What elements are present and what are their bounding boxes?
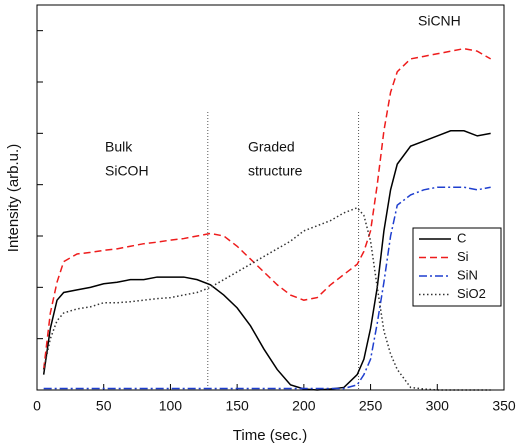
annotation: SiCOH bbox=[105, 163, 149, 179]
x-tick-label: 300 bbox=[426, 398, 450, 414]
annotation: SiCNH bbox=[418, 13, 461, 29]
legend-box bbox=[412, 227, 502, 307]
annotation: Graded bbox=[248, 139, 295, 155]
x-tick-label: 50 bbox=[96, 398, 112, 414]
series-line bbox=[43, 186, 491, 390]
legend-label: SiN bbox=[457, 267, 478, 282]
plot-frame bbox=[36, 4, 505, 391]
annotation: structure bbox=[248, 163, 303, 179]
x-tick-label: 150 bbox=[225, 398, 249, 414]
legend-label: C bbox=[457, 230, 466, 245]
x-tick-label: 250 bbox=[359, 398, 383, 414]
x-tick-label: 350 bbox=[492, 398, 516, 414]
x-tick-label: 0 bbox=[33, 398, 41, 414]
series-line bbox=[42, 47, 492, 370]
series-line bbox=[42, 130, 491, 391]
x-tick-label: 100 bbox=[159, 398, 183, 414]
legend-label: SiO2 bbox=[457, 286, 486, 301]
x-tick-label: 200 bbox=[292, 398, 316, 414]
annotation: Bulk bbox=[105, 139, 133, 155]
x-axis-title: Time (sec.) bbox=[233, 427, 307, 444]
y-axis-title: Intensity (arb.u.) bbox=[5, 144, 22, 252]
legend-label: Si bbox=[457, 249, 469, 264]
